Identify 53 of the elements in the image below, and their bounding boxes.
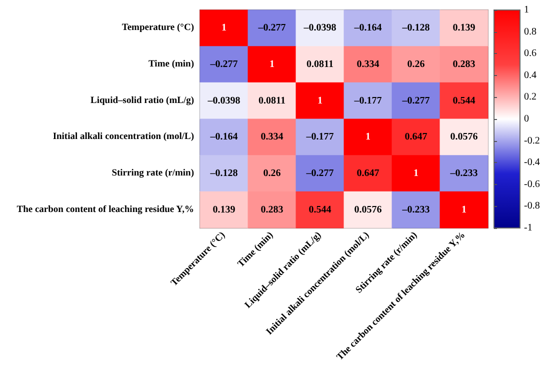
color-bar-label: 0.2 bbox=[524, 92, 536, 103]
data-label: 0.0811 bbox=[258, 95, 286, 106]
color-bar-label: 1 bbox=[524, 4, 529, 16]
data-label: 0.283 bbox=[260, 204, 284, 216]
color-bar-label: -0.2 bbox=[524, 135, 540, 146]
y-tick-label: Stirring rate (r/min) bbox=[112, 168, 194, 178]
data-label: 0.283 bbox=[452, 59, 476, 70]
data-label: 1 bbox=[270, 59, 274, 70]
color-bar-label: 0 bbox=[524, 114, 529, 124]
data-label: 0.26 bbox=[263, 168, 281, 179]
data-label: 1 bbox=[462, 204, 466, 216]
data-label: –0.277 bbox=[257, 22, 286, 34]
data-label: 0.0576 bbox=[354, 204, 382, 216]
data-label: 1 bbox=[222, 22, 226, 34]
data-label: 0.0576 bbox=[450, 132, 478, 143]
color-bar-label: -1 bbox=[524, 222, 532, 234]
data-label: 0.544 bbox=[308, 204, 332, 216]
data-label: –0.0398 bbox=[206, 95, 240, 106]
data-label: 0.139 bbox=[452, 22, 476, 34]
data-label: 0.26 bbox=[407, 59, 425, 70]
data-label: 0.334 bbox=[260, 132, 284, 143]
data-label: –0.277 bbox=[209, 59, 238, 70]
color-bar-label: 0.8 bbox=[524, 26, 536, 38]
y-tick-label: Time (min) bbox=[148, 60, 194, 70]
data-label: –0.128 bbox=[401, 22, 430, 34]
data-label: 0.334 bbox=[356, 59, 380, 70]
data-label: –0.164 bbox=[209, 132, 238, 143]
data-label: 0.647 bbox=[404, 132, 428, 143]
data-label: –0.177 bbox=[353, 95, 382, 106]
y-tick-label: Liquid–solid ratio (mL/g) bbox=[90, 96, 194, 106]
color-bar-label: 0.4 bbox=[524, 70, 536, 81]
color-bar-label: 0.6 bbox=[524, 48, 536, 60]
color-bar-label: -0.8 bbox=[524, 200, 540, 212]
data-label: –0.0398 bbox=[302, 22, 336, 34]
data-label: –0.233 bbox=[401, 204, 430, 216]
y-tick-label: Temperature (°C) bbox=[122, 23, 194, 34]
data-label: 0.544 bbox=[452, 95, 476, 106]
y-tick-label: Initial alkali concentration (mol/L) bbox=[52, 132, 194, 142]
data-label: –0.233 bbox=[449, 168, 478, 179]
color-bar-label: -0.4 bbox=[524, 157, 540, 168]
data-label: 0.139 bbox=[212, 204, 236, 216]
data-label: 1 bbox=[318, 95, 322, 106]
data-label: 0.0811 bbox=[306, 59, 334, 70]
data-label: –0.128 bbox=[209, 168, 238, 179]
data-label: 0.647 bbox=[356, 168, 380, 179]
data-label: –0.277 bbox=[305, 168, 334, 179]
data-label: –0.277 bbox=[401, 95, 430, 106]
data-label: 1 bbox=[414, 168, 418, 179]
data-label: 1 bbox=[366, 132, 370, 143]
data-label: –0.177 bbox=[305, 132, 334, 143]
data-label: –0.164 bbox=[353, 22, 382, 34]
y-tick-label: The carbon content of leaching residue Y,% bbox=[16, 204, 194, 215]
color-bar-label: -0.6 bbox=[524, 178, 540, 190]
